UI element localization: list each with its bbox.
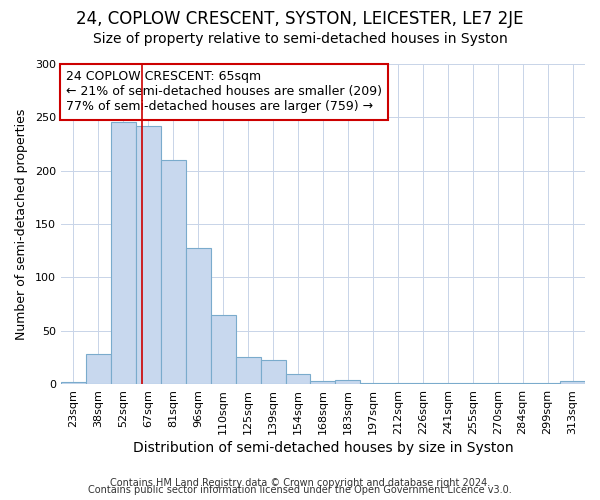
Bar <box>186 248 211 384</box>
Bar <box>260 360 286 384</box>
Bar <box>385 383 410 384</box>
Bar <box>236 358 260 384</box>
Bar <box>335 380 361 384</box>
Text: 24, COPLOW CRESCENT, SYSTON, LEICESTER, LE7 2JE: 24, COPLOW CRESCENT, SYSTON, LEICESTER, … <box>76 10 524 28</box>
Bar <box>361 383 385 384</box>
Bar <box>410 383 435 384</box>
Y-axis label: Number of semi-detached properties: Number of semi-detached properties <box>15 108 28 340</box>
Text: Contains public sector information licensed under the Open Government Licence v3: Contains public sector information licen… <box>88 485 512 495</box>
Bar <box>136 126 161 384</box>
Bar <box>510 383 535 384</box>
Bar <box>460 383 485 384</box>
Bar <box>211 314 236 384</box>
Bar <box>435 383 460 384</box>
Text: 24 COPLOW CRESCENT: 65sqm
← 21% of semi-detached houses are smaller (209)
77% of: 24 COPLOW CRESCENT: 65sqm ← 21% of semi-… <box>66 70 382 114</box>
Bar <box>86 354 111 384</box>
X-axis label: Distribution of semi-detached houses by size in Syston: Distribution of semi-detached houses by … <box>133 441 513 455</box>
Bar <box>535 383 560 384</box>
Text: Size of property relative to semi-detached houses in Syston: Size of property relative to semi-detach… <box>92 32 508 46</box>
Bar <box>161 160 186 384</box>
Bar <box>310 381 335 384</box>
Bar <box>61 382 86 384</box>
Bar <box>111 122 136 384</box>
Bar <box>485 383 510 384</box>
Bar <box>560 381 585 384</box>
Text: Contains HM Land Registry data © Crown copyright and database right 2024.: Contains HM Land Registry data © Crown c… <box>110 478 490 488</box>
Bar <box>286 374 310 384</box>
